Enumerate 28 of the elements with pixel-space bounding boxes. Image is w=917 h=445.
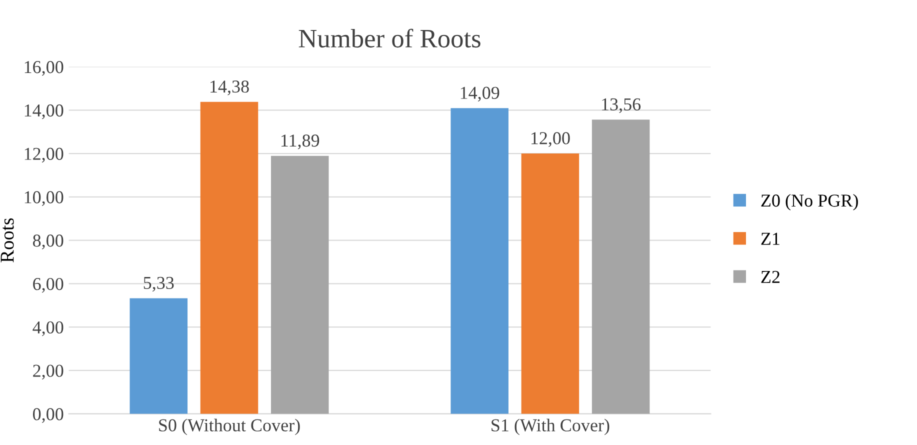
data-label: 12,00 [531,132,570,147]
x-tick-label: S0 (Without Cover) [159,418,300,436]
data-label: 14,09 [460,86,500,102]
y-tick-label: 10,00 [24,191,64,206]
data-label: 11,89 [281,134,320,150]
bar [130,298,188,414]
y-tick-label: 6,00 [33,278,64,293]
legend-label: Z1 [761,232,780,245]
bar [450,108,508,414]
y-tick-label: 8,00 [33,234,64,250]
legend-label: Z2 [761,270,780,283]
bar [521,154,580,414]
y-tick-label: 12,00 [24,148,64,163]
chart-title: Number of Roots [298,28,480,48]
bar [200,102,258,414]
bar [270,156,329,414]
bar [592,120,650,414]
y-tick-label: 0,00 [33,408,64,423]
data-label: 13,56 [602,98,641,114]
data-label: 14,38 [210,80,249,96]
legend-label: Z0 (No PGR) [761,194,858,210]
y-tick-label: 2,00 [33,364,64,380]
y-axis-title: Roots [0,218,14,262]
data-label: 5,33 [144,276,174,292]
y-tick-label: 4,00 [32,321,64,336]
x-tick-label: S1 (With Cover) [492,418,610,436]
y-tick-label: 16,00 [24,61,64,76]
y-tick-label: 14,00 [24,104,64,120]
